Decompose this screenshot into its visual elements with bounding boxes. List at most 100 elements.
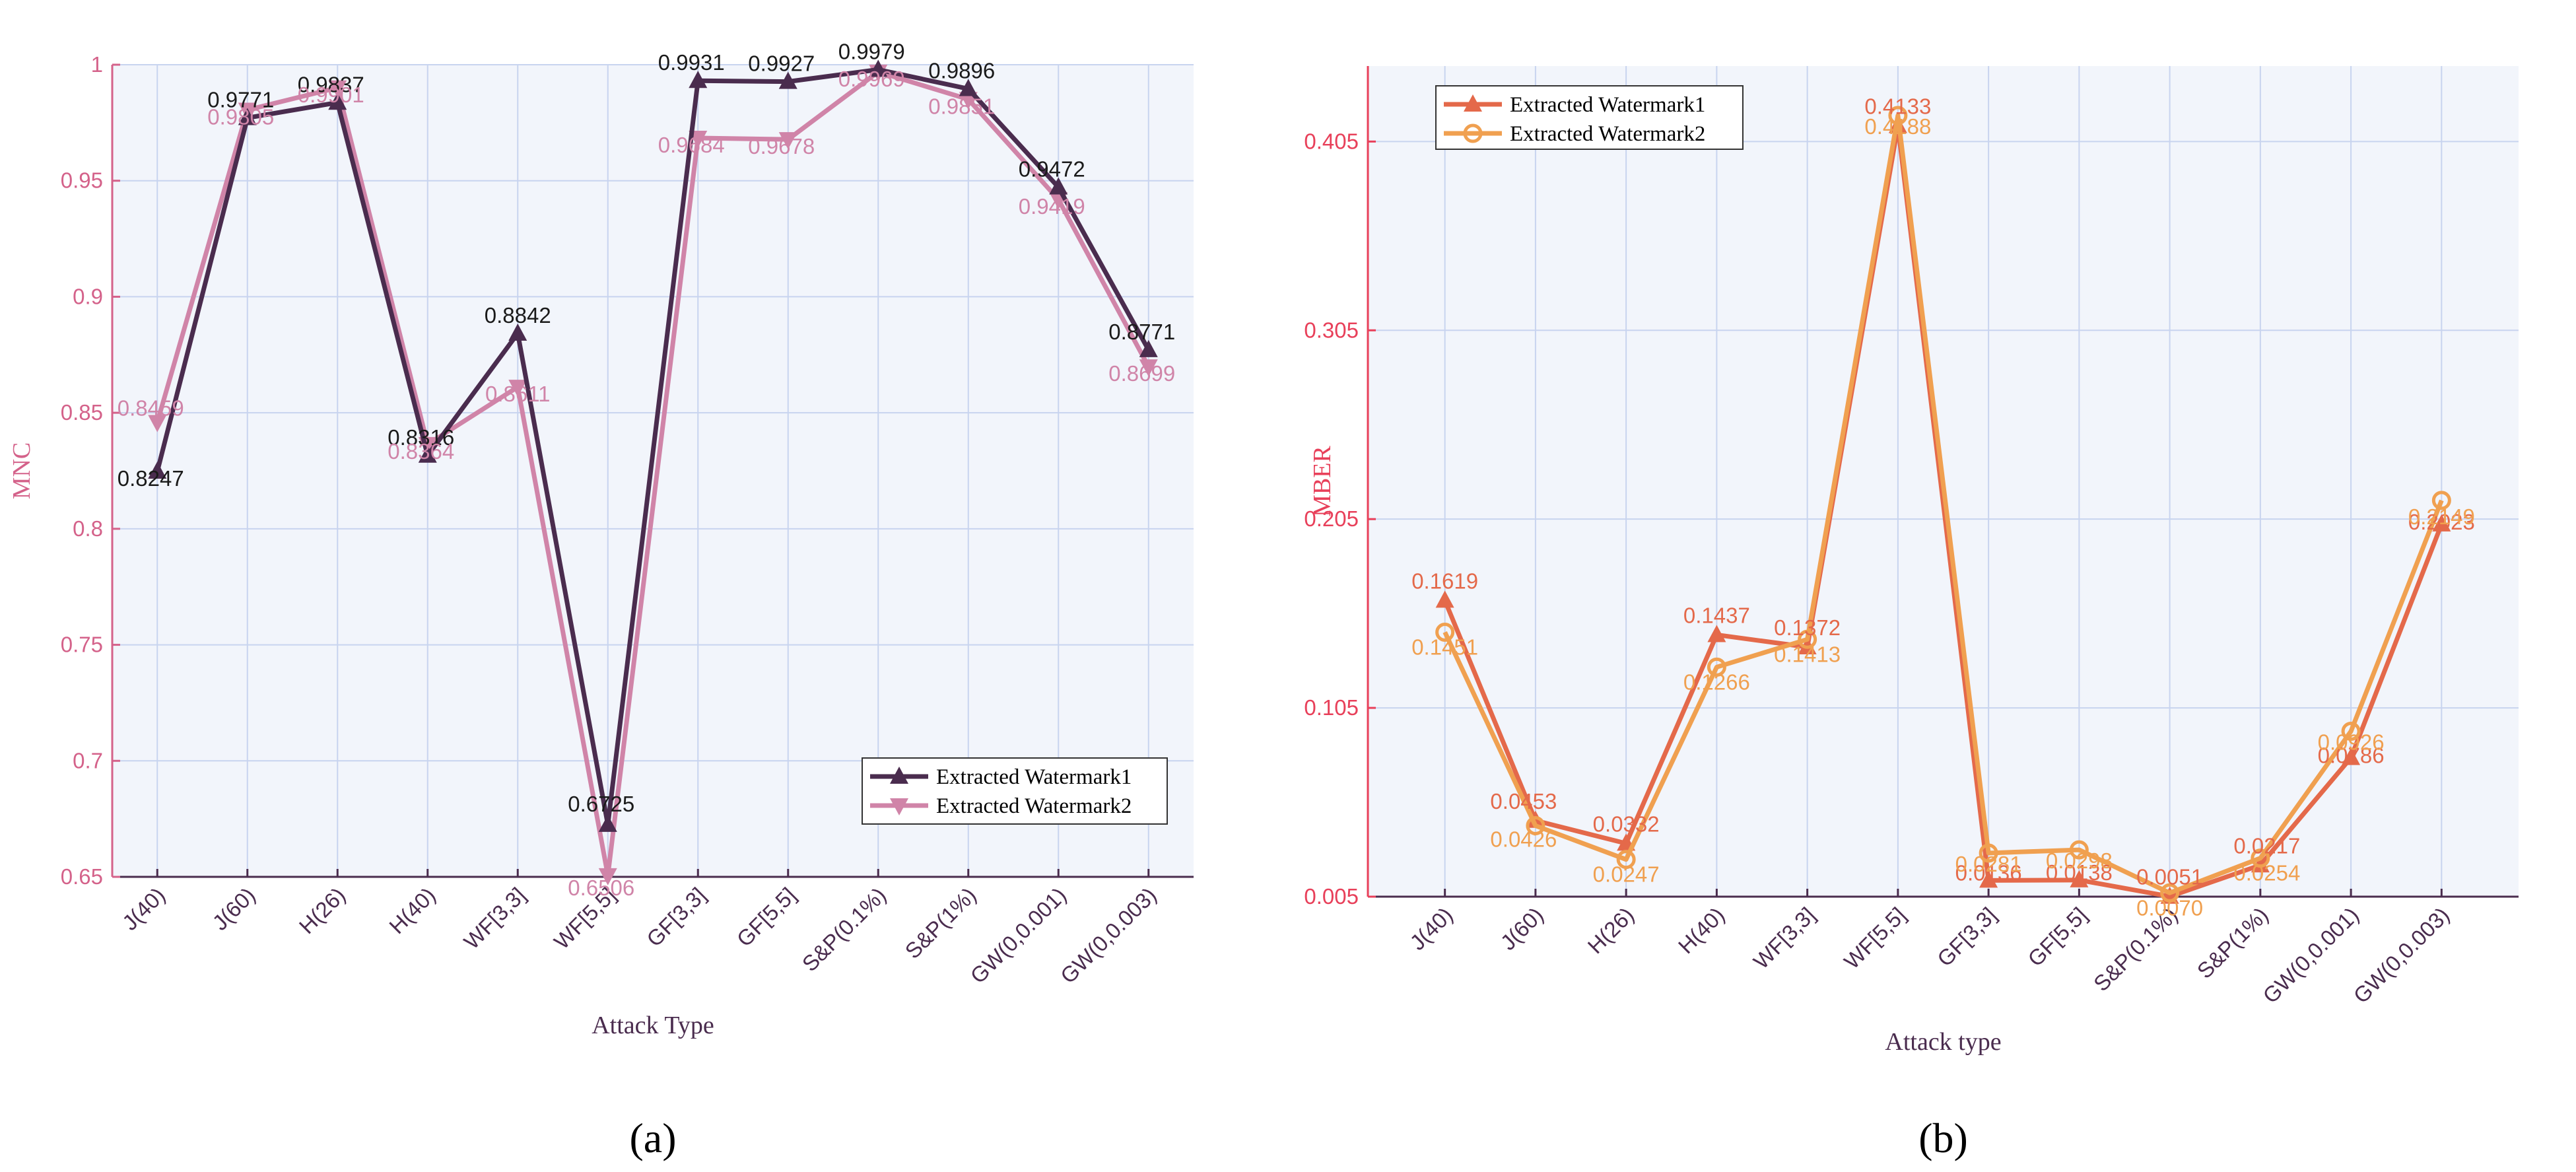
x-tick-label: H(26) bbox=[1583, 903, 1639, 959]
x-axis-title: Attack type bbox=[1885, 1028, 2001, 1056]
x-tick-label: J(60) bbox=[207, 883, 259, 935]
data-label: 0.8459 bbox=[118, 396, 184, 421]
data-point-marker bbox=[1888, 106, 1908, 125]
data-label: 0.0926 bbox=[2318, 730, 2385, 755]
legend-box bbox=[862, 757, 1168, 825]
y-tick-label: 0.85 bbox=[61, 400, 103, 425]
data-point-marker bbox=[1616, 850, 1636, 870]
data-point-marker bbox=[1139, 339, 1158, 357]
x-tick-label: GF[5,5] bbox=[2023, 903, 2091, 971]
data-point-marker bbox=[598, 868, 617, 885]
data-point-marker bbox=[1798, 629, 1817, 649]
y-tick-label: 0.9 bbox=[73, 284, 103, 308]
data-label: 0.0332 bbox=[1593, 811, 1660, 836]
y-tick-label: 0.8 bbox=[73, 516, 103, 541]
legend-swatch-marker bbox=[890, 798, 908, 815]
data-label: 0.0281 bbox=[1955, 852, 2022, 876]
data-label: 0.1437 bbox=[1683, 603, 1750, 627]
data-label: 0.9901 bbox=[298, 83, 364, 107]
x-tick-label: J(40) bbox=[118, 883, 170, 935]
data-label: 0.9771 bbox=[207, 87, 274, 112]
data-labels-2: 0.1451 0.0426 0.0247 0.1266 0.1413 0.4188 0.02… bbox=[1411, 114, 2475, 920]
data-label: 0.9979 bbox=[838, 39, 905, 63]
x-tick-label: H(40) bbox=[1674, 903, 1730, 959]
data-label: 0.2149 bbox=[2408, 504, 2475, 529]
x-tick-label: GW(0,0.001) bbox=[965, 883, 1071, 988]
y-tick-label: 0.7 bbox=[73, 748, 103, 773]
legend-swatch-marker bbox=[1463, 123, 1483, 143]
data-point-marker bbox=[778, 71, 797, 89]
legend: Extracted Watermark1 Extracted Watermark2 bbox=[862, 757, 1168, 825]
data-point-marker bbox=[689, 71, 708, 88]
grid bbox=[112, 64, 1194, 878]
data-label: 0.1413 bbox=[1774, 642, 1841, 666]
data-label: 0.2023 bbox=[2408, 510, 2475, 534]
data-label: 0.9896 bbox=[928, 59, 995, 83]
x-tick-label: GF[3,3] bbox=[1932, 903, 2001, 971]
legend-item-1: Extracted Watermark1 bbox=[1444, 93, 1705, 117]
data-point-marker bbox=[1435, 622, 1455, 642]
chart-panel-b: 0.005 0.105 0.205 0.305 0.405 J(40) J(60) H(26)… bbox=[1304, 66, 2519, 1161]
x-tick-label: J(60) bbox=[1496, 903, 1548, 955]
data-point-marker bbox=[2251, 848, 2270, 868]
data-label: 0.0786 bbox=[2318, 743, 2385, 768]
series-line bbox=[154, 69, 1151, 878]
data-point-marker bbox=[2070, 870, 2089, 887]
y-tick-label: 0.105 bbox=[1304, 695, 1359, 720]
data-label: 0.8364 bbox=[388, 439, 454, 464]
y-tick-label: 0.75 bbox=[61, 633, 103, 657]
data-label: 0.6725 bbox=[568, 792, 634, 816]
data-label: 0.8699 bbox=[1108, 361, 1175, 386]
panel-caption: (a) bbox=[629, 1115, 676, 1161]
legend-item-2: Extracted Watermark2 bbox=[1444, 122, 1705, 146]
data-point-marker bbox=[1139, 359, 1158, 377]
data-label: 0.8842 bbox=[485, 303, 551, 327]
x-tick-label: S&P(0.1%) bbox=[797, 883, 891, 977]
data-label: 0.0426 bbox=[1490, 827, 1557, 851]
data-point-marker bbox=[2341, 722, 2361, 741]
data-label: 0.0051 bbox=[2136, 865, 2203, 889]
y-tick-label: 0.305 bbox=[1304, 318, 1359, 342]
panel-caption: (b) bbox=[1918, 1115, 1968, 1161]
data-label: 0.4133 bbox=[1864, 94, 1931, 119]
data-point-marker bbox=[508, 380, 527, 397]
data-point-marker bbox=[2431, 491, 2451, 510]
data-labels-1: 0.1619 0.0453 0.0332 0.1437 0.1372 0.4133 0.01… bbox=[1411, 94, 2475, 889]
data-label: 0.0453 bbox=[1490, 789, 1557, 813]
x-tick-label: WF[3,3] bbox=[459, 883, 530, 954]
data-label: 0.4188 bbox=[1864, 114, 1931, 139]
legend-label: Extracted Watermark1 bbox=[1510, 93, 1705, 117]
legend-swatch-marker bbox=[1464, 94, 1482, 112]
data-point-marker bbox=[1049, 177, 1068, 195]
y-tick-label: 0.95 bbox=[61, 168, 103, 193]
y-tick-label: 0.205 bbox=[1304, 506, 1359, 531]
data-point-marker bbox=[1979, 870, 1998, 888]
data-point-marker bbox=[328, 92, 347, 110]
data-point-marker bbox=[1526, 815, 1545, 835]
data-label: 0.1619 bbox=[1411, 569, 1478, 593]
data-label: 0.0136 bbox=[1955, 860, 2022, 885]
data-point-marker bbox=[2342, 747, 2361, 765]
y-tick-label: 0.005 bbox=[1304, 884, 1359, 909]
data-labels-1: 0.8247 0.9771 0.9837 0.8316 0.8842 0.6725 0.99… bbox=[118, 39, 1175, 816]
x-tick-label: WF[5,5] bbox=[1839, 903, 1911, 974]
data-label: 0.8611 bbox=[485, 382, 550, 406]
data-label: 0.9419 bbox=[1019, 194, 1085, 219]
series-line bbox=[154, 67, 1151, 827]
x-tick-label: GW(0,0.003) bbox=[1056, 883, 1161, 988]
x-tick-label: GF[5,5] bbox=[732, 883, 801, 951]
legend-swatch-marker bbox=[890, 767, 908, 784]
data-point-marker bbox=[2069, 840, 2089, 860]
data-label: 0.9837 bbox=[298, 72, 364, 96]
y-tick-label: 0.65 bbox=[61, 864, 103, 889]
data-label: 0.9472 bbox=[1019, 157, 1085, 182]
legend: Extracted Watermark1 Extracted Watermark2 bbox=[1435, 85, 1744, 150]
data-label: 0.8771 bbox=[1108, 320, 1175, 344]
y-tick-label: 0.405 bbox=[1304, 129, 1359, 153]
data-label: 0.6506 bbox=[568, 876, 634, 900]
chart-panel-a: 0.65 0.7 0.75 0.8 0.85 0.9 0.95 1 J(40) J(60) H(26… bbox=[8, 39, 1194, 1161]
data-label: 0.8247 bbox=[118, 466, 184, 491]
data-point-marker bbox=[1979, 843, 1998, 863]
data-label: 0.8316 bbox=[388, 425, 454, 450]
